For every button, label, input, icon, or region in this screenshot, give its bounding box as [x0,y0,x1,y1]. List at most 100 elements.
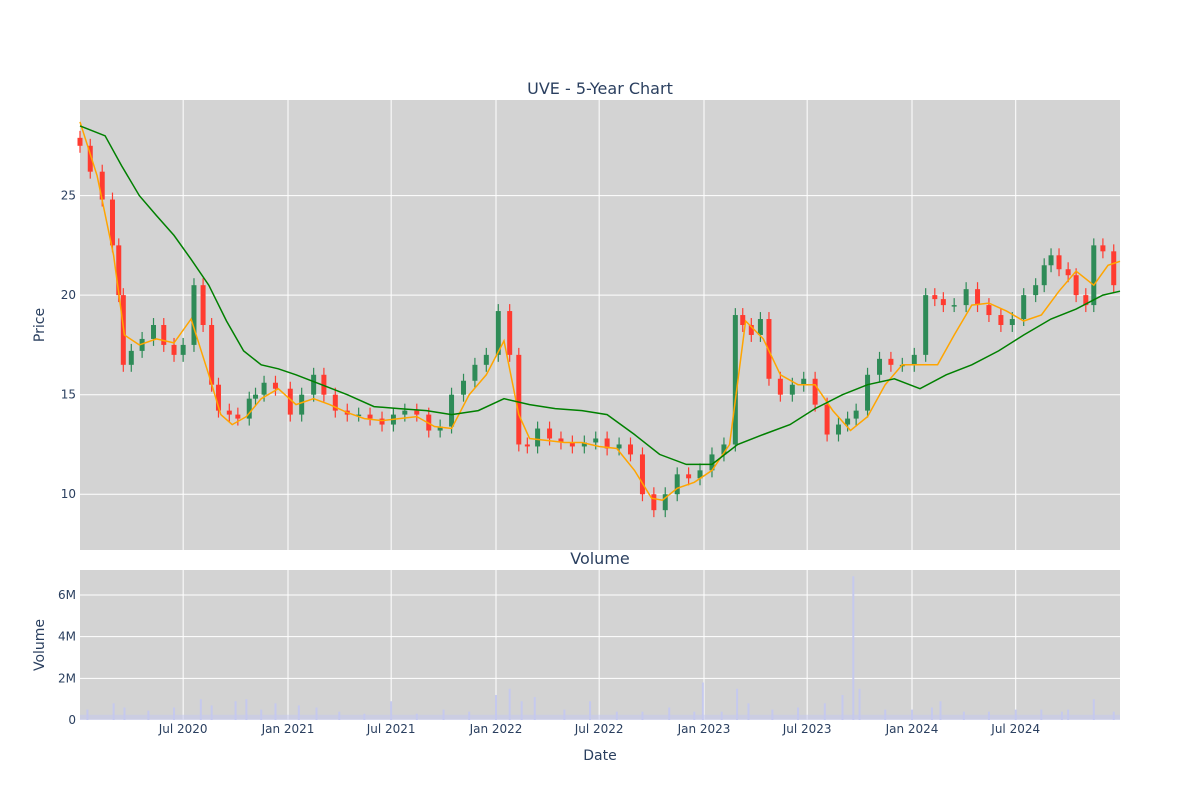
candle-body [998,315,1004,325]
candle-body [674,474,680,495]
price-y-tick-label: 20 [61,288,76,302]
candle-body [437,426,443,431]
volume-bar [112,703,115,720]
candle-body [940,299,946,306]
volume-plot-background [80,570,1120,720]
candle-body [627,444,633,455]
candle-body [226,410,232,415]
candle-body [697,470,703,479]
candle-body [547,428,553,439]
candle-body [932,295,938,300]
ma-long-line [79,125,1121,466]
candle-body [299,394,305,415]
candle-body [161,325,167,345]
volume-bar [884,709,887,720]
candle-body [483,354,489,365]
candle-body [321,374,327,395]
candle-body [209,325,215,385]
candle-body [686,474,692,479]
candle-body [171,344,177,355]
candle-body [1065,269,1071,276]
price-y-tick-label: 15 [61,388,76,402]
volume-bar [797,707,800,720]
candle-body [180,344,186,355]
candle-body [215,384,221,411]
volume-bar [199,699,202,720]
x-tick-label: Jul 2021 [366,722,416,736]
date-x-axis: Jul 2020 Jan 2021 Jul 2021 Jan 2022 Jul 2022… [158,722,1040,736]
candle-body [1021,295,1027,320]
volume-bar [771,709,774,720]
volume-bar [736,688,739,720]
volume-bar [668,707,671,720]
candle-body [812,378,818,405]
candle-body [332,394,338,411]
x-axis-label: Date [583,748,616,764]
price-y-tick-label: 25 [61,189,76,203]
volume-baseline-band [80,714,1120,720]
candle-body [1100,245,1106,252]
volume-y-axis-label: Volume [32,619,48,671]
volume-bar [390,701,393,720]
x-tick-label: Jan 2024 [885,722,939,736]
volume-y-tick-label: 2M [58,671,76,685]
price-y-axis: 10 15 20 25 [61,189,76,502]
volume-bar [520,701,523,720]
x-tick-label: Jul 2024 [990,722,1040,736]
candle-body [732,315,738,445]
candle-body [1041,265,1047,286]
candle-body [77,137,83,146]
x-tick-label: Jul 2022 [574,722,624,736]
candle-body [748,325,754,335]
candle-body [128,350,134,365]
x-tick-label: Jul 2020 [158,722,208,736]
candle-body [604,438,610,449]
volume-bar [823,703,826,720]
candle-body [639,454,645,495]
candle-body [569,442,575,447]
candle-body [311,374,317,395]
candle-body [139,338,145,351]
candle-body [721,444,727,455]
candle-body [87,145,93,172]
candle-body [235,414,241,419]
candle-body [461,380,467,395]
volume-y-axis: 0 2M 4M 6M [58,588,76,727]
volume-bar [911,709,913,720]
candle-body [986,305,992,316]
volume-bar [173,707,176,720]
volume-bar [274,703,277,720]
price-candles [77,130,1117,518]
volume-bar [1067,709,1070,720]
candle-body [272,382,278,389]
volume-bar [852,576,855,720]
volume-bar [563,709,566,720]
x-tick-label: Jan 2022 [469,722,523,736]
candle-body [495,311,501,355]
volume-bar [1040,709,1043,720]
candle-body [1048,255,1054,266]
candle-body [616,444,622,449]
candle-body [740,315,746,325]
candle-body [414,410,420,415]
candle-body [757,319,763,335]
volume-bar [245,699,248,720]
candle-body [835,424,841,435]
candle-body [356,414,362,417]
volume-bar [234,701,237,720]
candle-body [109,199,115,246]
candle-body [963,289,969,306]
volume-bar [86,709,89,720]
x-tick-label: Jul 2023 [782,722,832,736]
candle-body [558,438,564,443]
candle-body [472,364,478,381]
candle-body [789,384,795,395]
candle-body [865,374,871,411]
price-plot-background [80,100,1120,550]
volume-bar [930,707,933,720]
price-y-tick-label: 10 [61,487,76,501]
volume-y-tick-label: 6M [58,588,76,602]
candle-body [824,404,830,435]
candle-body [253,394,259,399]
volume-bar [442,709,445,720]
